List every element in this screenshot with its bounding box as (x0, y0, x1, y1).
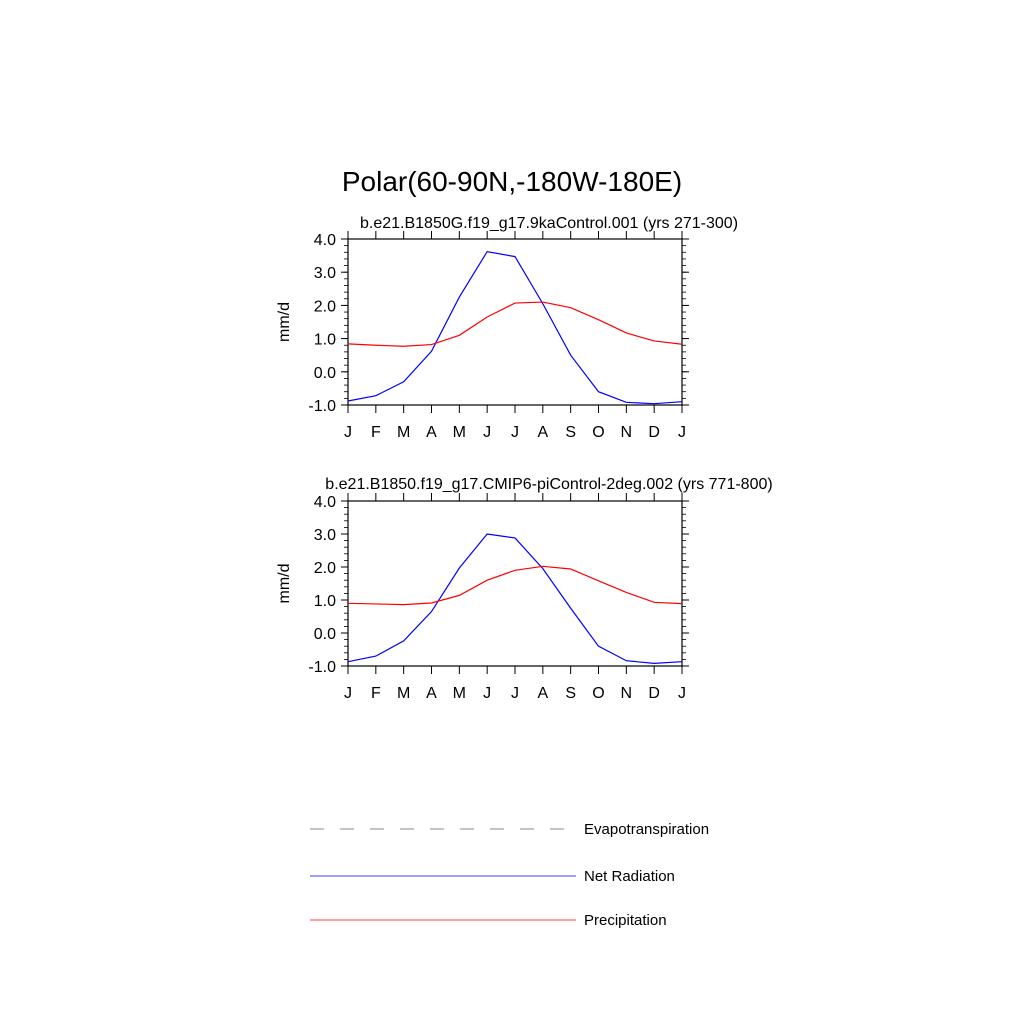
plot-frame (347, 500, 683, 667)
y-tick-label: 1.0 (314, 332, 336, 349)
x-tick-label: N (621, 424, 633, 441)
panel-top: b.e21.B1850G.f19_g17.9kaControl.001 (yrs… (276, 215, 738, 441)
x-tick-label: J (678, 424, 686, 441)
x-tick-label: J (678, 685, 686, 702)
series-line-net-radiation (347, 250, 683, 405)
legend: Evapotranspiration Net Radiation Precipi… (310, 821, 709, 929)
x-tick-label: J (483, 685, 491, 702)
y-tick-label: -1.0 (308, 398, 336, 415)
x-tick-label: M (453, 424, 466, 441)
y-tick-label: 4.0 (314, 494, 336, 511)
x-tick-label: D (648, 424, 660, 441)
x-tick-label: O (592, 424, 604, 441)
y-tick-label: 2.0 (314, 298, 336, 315)
series-line-precipitation (347, 565, 683, 606)
x-tick-label: J (511, 424, 519, 441)
x-tick-label: O (592, 685, 604, 702)
y-tick-label: 1.0 (314, 593, 336, 610)
x-tick-label: J (344, 685, 352, 702)
x-tick-label: D (648, 685, 660, 702)
plot-frame (347, 238, 683, 406)
x-tick-label: J (344, 424, 352, 441)
x-tick-label: A (537, 685, 548, 702)
x-tick-label: M (453, 685, 466, 702)
x-tick-label: S (565, 424, 576, 441)
x-tick-label: F (371, 424, 381, 441)
x-tick-label: A (426, 685, 437, 702)
y-tick-label: 3.0 (314, 265, 336, 282)
y-axis-label: mm/d (276, 564, 293, 604)
panel-bottom: b.e21.B1850.f19_g17.CMIP6-piControl-2deg… (276, 476, 773, 702)
y-tick-label: 4.0 (314, 232, 336, 249)
x-tick-label: M (397, 685, 410, 702)
series-line-precipitation (347, 301, 683, 347)
x-tick-label: F (371, 685, 381, 702)
y-tick-label: 3.0 (314, 527, 336, 544)
legend-label-net-radiation: Net Radiation (584, 868, 675, 885)
x-tick-label: N (621, 685, 633, 702)
legend-label-precipitation: Precipitation (584, 912, 667, 929)
series-line-net-radiation (347, 533, 683, 664)
panel-subtitle: b.e21.B1850.f19_g17.CMIP6-piControl-2deg… (325, 476, 772, 493)
x-tick-label: S (565, 685, 576, 702)
legend-label-evapotranspiration: Evapotranspiration (584, 821, 709, 838)
y-tick-label: 0.0 (314, 626, 336, 643)
legend-item-evapotranspiration: Evapotranspiration (310, 821, 709, 838)
x-tick-label: A (426, 424, 437, 441)
panel-subtitle: b.e21.B1850G.f19_g17.9kaControl.001 (yrs… (360, 215, 738, 232)
legend-item-net-radiation: Net Radiation (310, 868, 675, 885)
main-title: Polar(60-90N,-180W-180E) (342, 166, 682, 197)
y-tick-label: 2.0 (314, 560, 336, 577)
x-tick-label: A (537, 424, 548, 441)
legend-item-precipitation: Precipitation (310, 912, 667, 929)
x-tick-label: J (483, 424, 491, 441)
x-tick-label: M (397, 424, 410, 441)
y-tick-label: 0.0 (314, 365, 336, 382)
y-axis-label: mm/d (276, 302, 293, 342)
y-tick-label: -1.0 (308, 659, 336, 676)
x-tick-label: J (511, 685, 519, 702)
